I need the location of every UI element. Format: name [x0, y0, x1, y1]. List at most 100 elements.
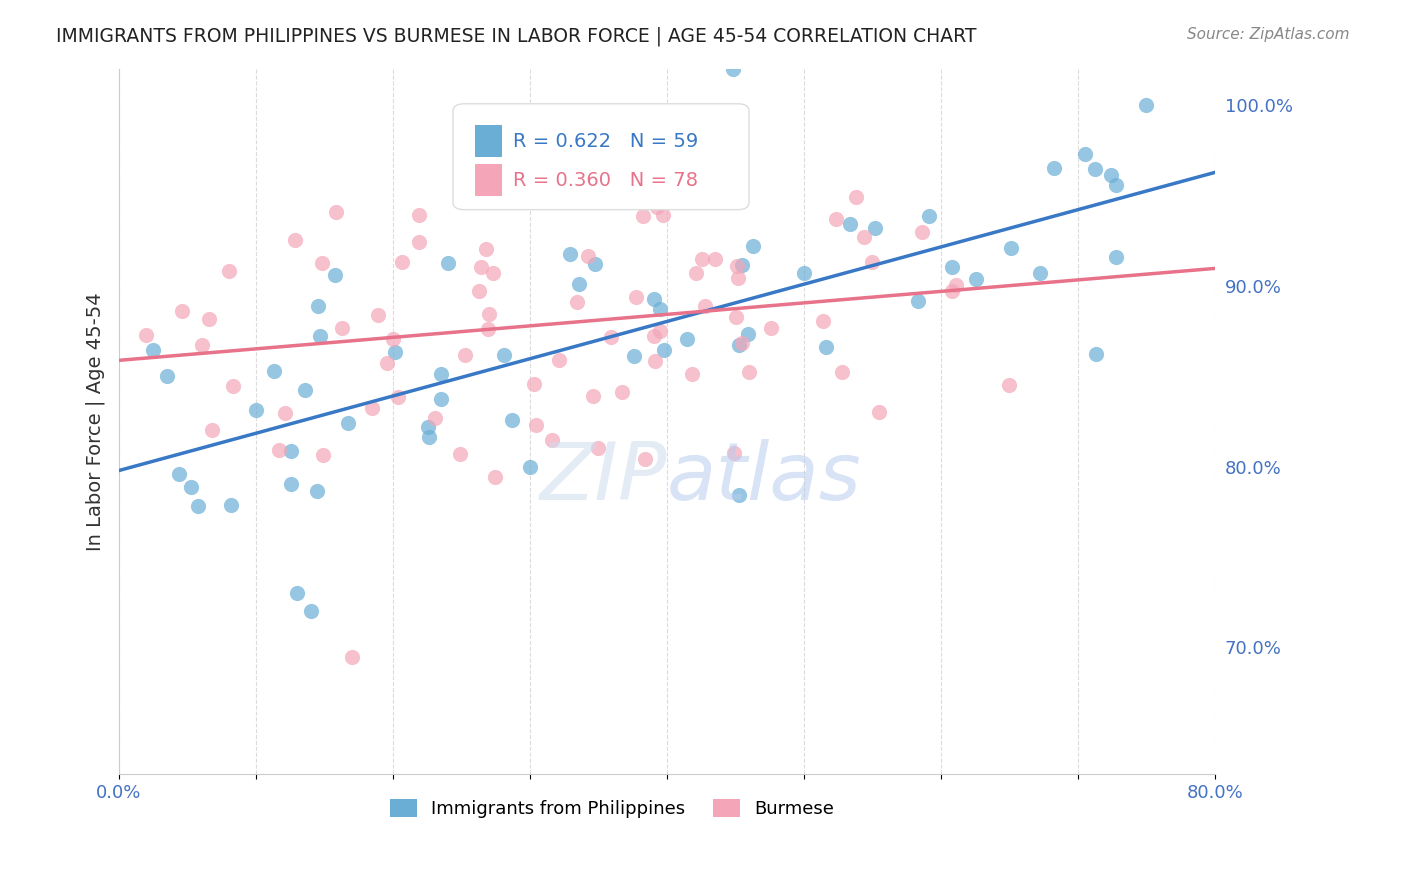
Y-axis label: In Labor Force | Age 45-54: In Labor Force | Age 45-54 [86, 292, 105, 550]
Burmese [325, 205, 347, 219]
Immigrants from Philippines [721, 62, 744, 77]
Burmese [534, 115, 557, 129]
Burmese [391, 254, 413, 268]
Burmese [484, 470, 506, 484]
Burmese [311, 256, 333, 270]
Immigrants from Philippines [907, 293, 929, 308]
Immigrants from Philippines [863, 220, 886, 235]
Immigrants from Philippines [568, 277, 591, 291]
Burmese [267, 442, 290, 457]
Immigrants from Philippines [299, 604, 322, 618]
Burmese [631, 209, 654, 223]
Burmese [582, 389, 605, 403]
Immigrants from Philippines [492, 348, 515, 362]
Burmese [172, 303, 194, 318]
Burmese [998, 378, 1021, 392]
Immigrants from Philippines [245, 403, 267, 417]
Burmese [565, 295, 588, 310]
Immigrants from Philippines [263, 364, 285, 378]
Immigrants from Philippines [815, 340, 838, 354]
Immigrants from Philippines [839, 217, 862, 231]
Burmese [375, 356, 398, 370]
Immigrants from Philippines [1104, 250, 1126, 264]
Burmese [340, 649, 363, 664]
Burmese [540, 434, 562, 448]
Burmese [191, 337, 214, 351]
Burmese [725, 259, 748, 273]
Immigrants from Philippines [737, 326, 759, 341]
Immigrants from Philippines [519, 459, 541, 474]
Burmese [468, 284, 491, 298]
Burmese [648, 325, 671, 339]
Immigrants from Philippines [583, 258, 606, 272]
Burmese [478, 307, 501, 321]
Immigrants from Philippines [384, 344, 406, 359]
Burmese [811, 314, 834, 328]
Immigrants from Philippines [416, 420, 439, 434]
Immigrants from Philippines [917, 210, 939, 224]
Burmese [367, 308, 389, 322]
Immigrants from Philippines [430, 367, 453, 381]
Immigrants from Philippines [285, 586, 308, 600]
Immigrants from Philippines [308, 328, 330, 343]
Immigrants from Philippines [654, 343, 676, 357]
Immigrants from Philippines [675, 332, 697, 346]
Immigrants from Philippines [294, 384, 316, 398]
Immigrants from Philippines [142, 343, 165, 358]
Burmese [831, 366, 853, 380]
Immigrants from Philippines [741, 238, 763, 252]
Immigrants from Philippines [1105, 178, 1128, 193]
Burmese [644, 354, 666, 368]
Immigrants from Philippines [323, 268, 346, 282]
Burmese [645, 200, 668, 214]
Burmese [387, 390, 409, 404]
Burmese [945, 277, 967, 292]
Immigrants from Philippines [418, 430, 440, 444]
Immigrants from Philippines [727, 488, 749, 502]
Immigrants from Philippines [1135, 97, 1157, 112]
Text: ZIP: ZIP [540, 439, 666, 516]
Burmese [274, 406, 297, 420]
Burmese [135, 328, 157, 343]
Immigrants from Philippines [280, 477, 302, 491]
Immigrants from Philippines [643, 292, 665, 306]
Immigrants from Philippines [1083, 161, 1105, 176]
Immigrants from Philippines [437, 256, 460, 270]
Burmese [423, 410, 446, 425]
Burmese [941, 284, 963, 298]
Burmese [681, 367, 703, 381]
Burmese [693, 299, 716, 313]
Burmese [576, 249, 599, 263]
FancyBboxPatch shape [453, 103, 749, 210]
Immigrants from Philippines [221, 499, 243, 513]
Immigrants from Philippines [941, 260, 963, 274]
Burmese [651, 208, 673, 222]
Burmese [481, 266, 503, 280]
Text: IMMIGRANTS FROM PHILIPPINES VS BURMESE IN LABOR FORCE | AGE 45-54 CORRELATION CH: IMMIGRANTS FROM PHILIPPINES VS BURMESE I… [56, 27, 977, 46]
Immigrants from Philippines [180, 480, 202, 494]
Text: atlas: atlas [666, 439, 862, 516]
Burmese [626, 290, 648, 304]
Immigrants from Philippines [305, 483, 328, 498]
Immigrants from Philippines [648, 302, 671, 317]
Burmese [201, 423, 224, 437]
Burmese [312, 448, 335, 462]
Burmese [727, 270, 749, 285]
Burmese [524, 417, 547, 432]
Immigrants from Philippines [623, 350, 645, 364]
Immigrants from Philippines [560, 247, 582, 261]
Immigrants from Philippines [1085, 347, 1108, 361]
Burmese [565, 149, 588, 163]
Immigrants from Philippines [501, 413, 523, 427]
Immigrants from Philippines [1074, 147, 1097, 161]
Burmese [330, 320, 353, 334]
Burmese [703, 252, 725, 267]
Burmese [860, 255, 883, 269]
Burmese [382, 332, 405, 346]
Immigrants from Philippines [793, 266, 815, 280]
Burmese [643, 329, 665, 343]
Burmese [690, 252, 713, 266]
Bar [475, 125, 502, 157]
Burmese [825, 212, 848, 227]
Burmese [218, 264, 240, 278]
